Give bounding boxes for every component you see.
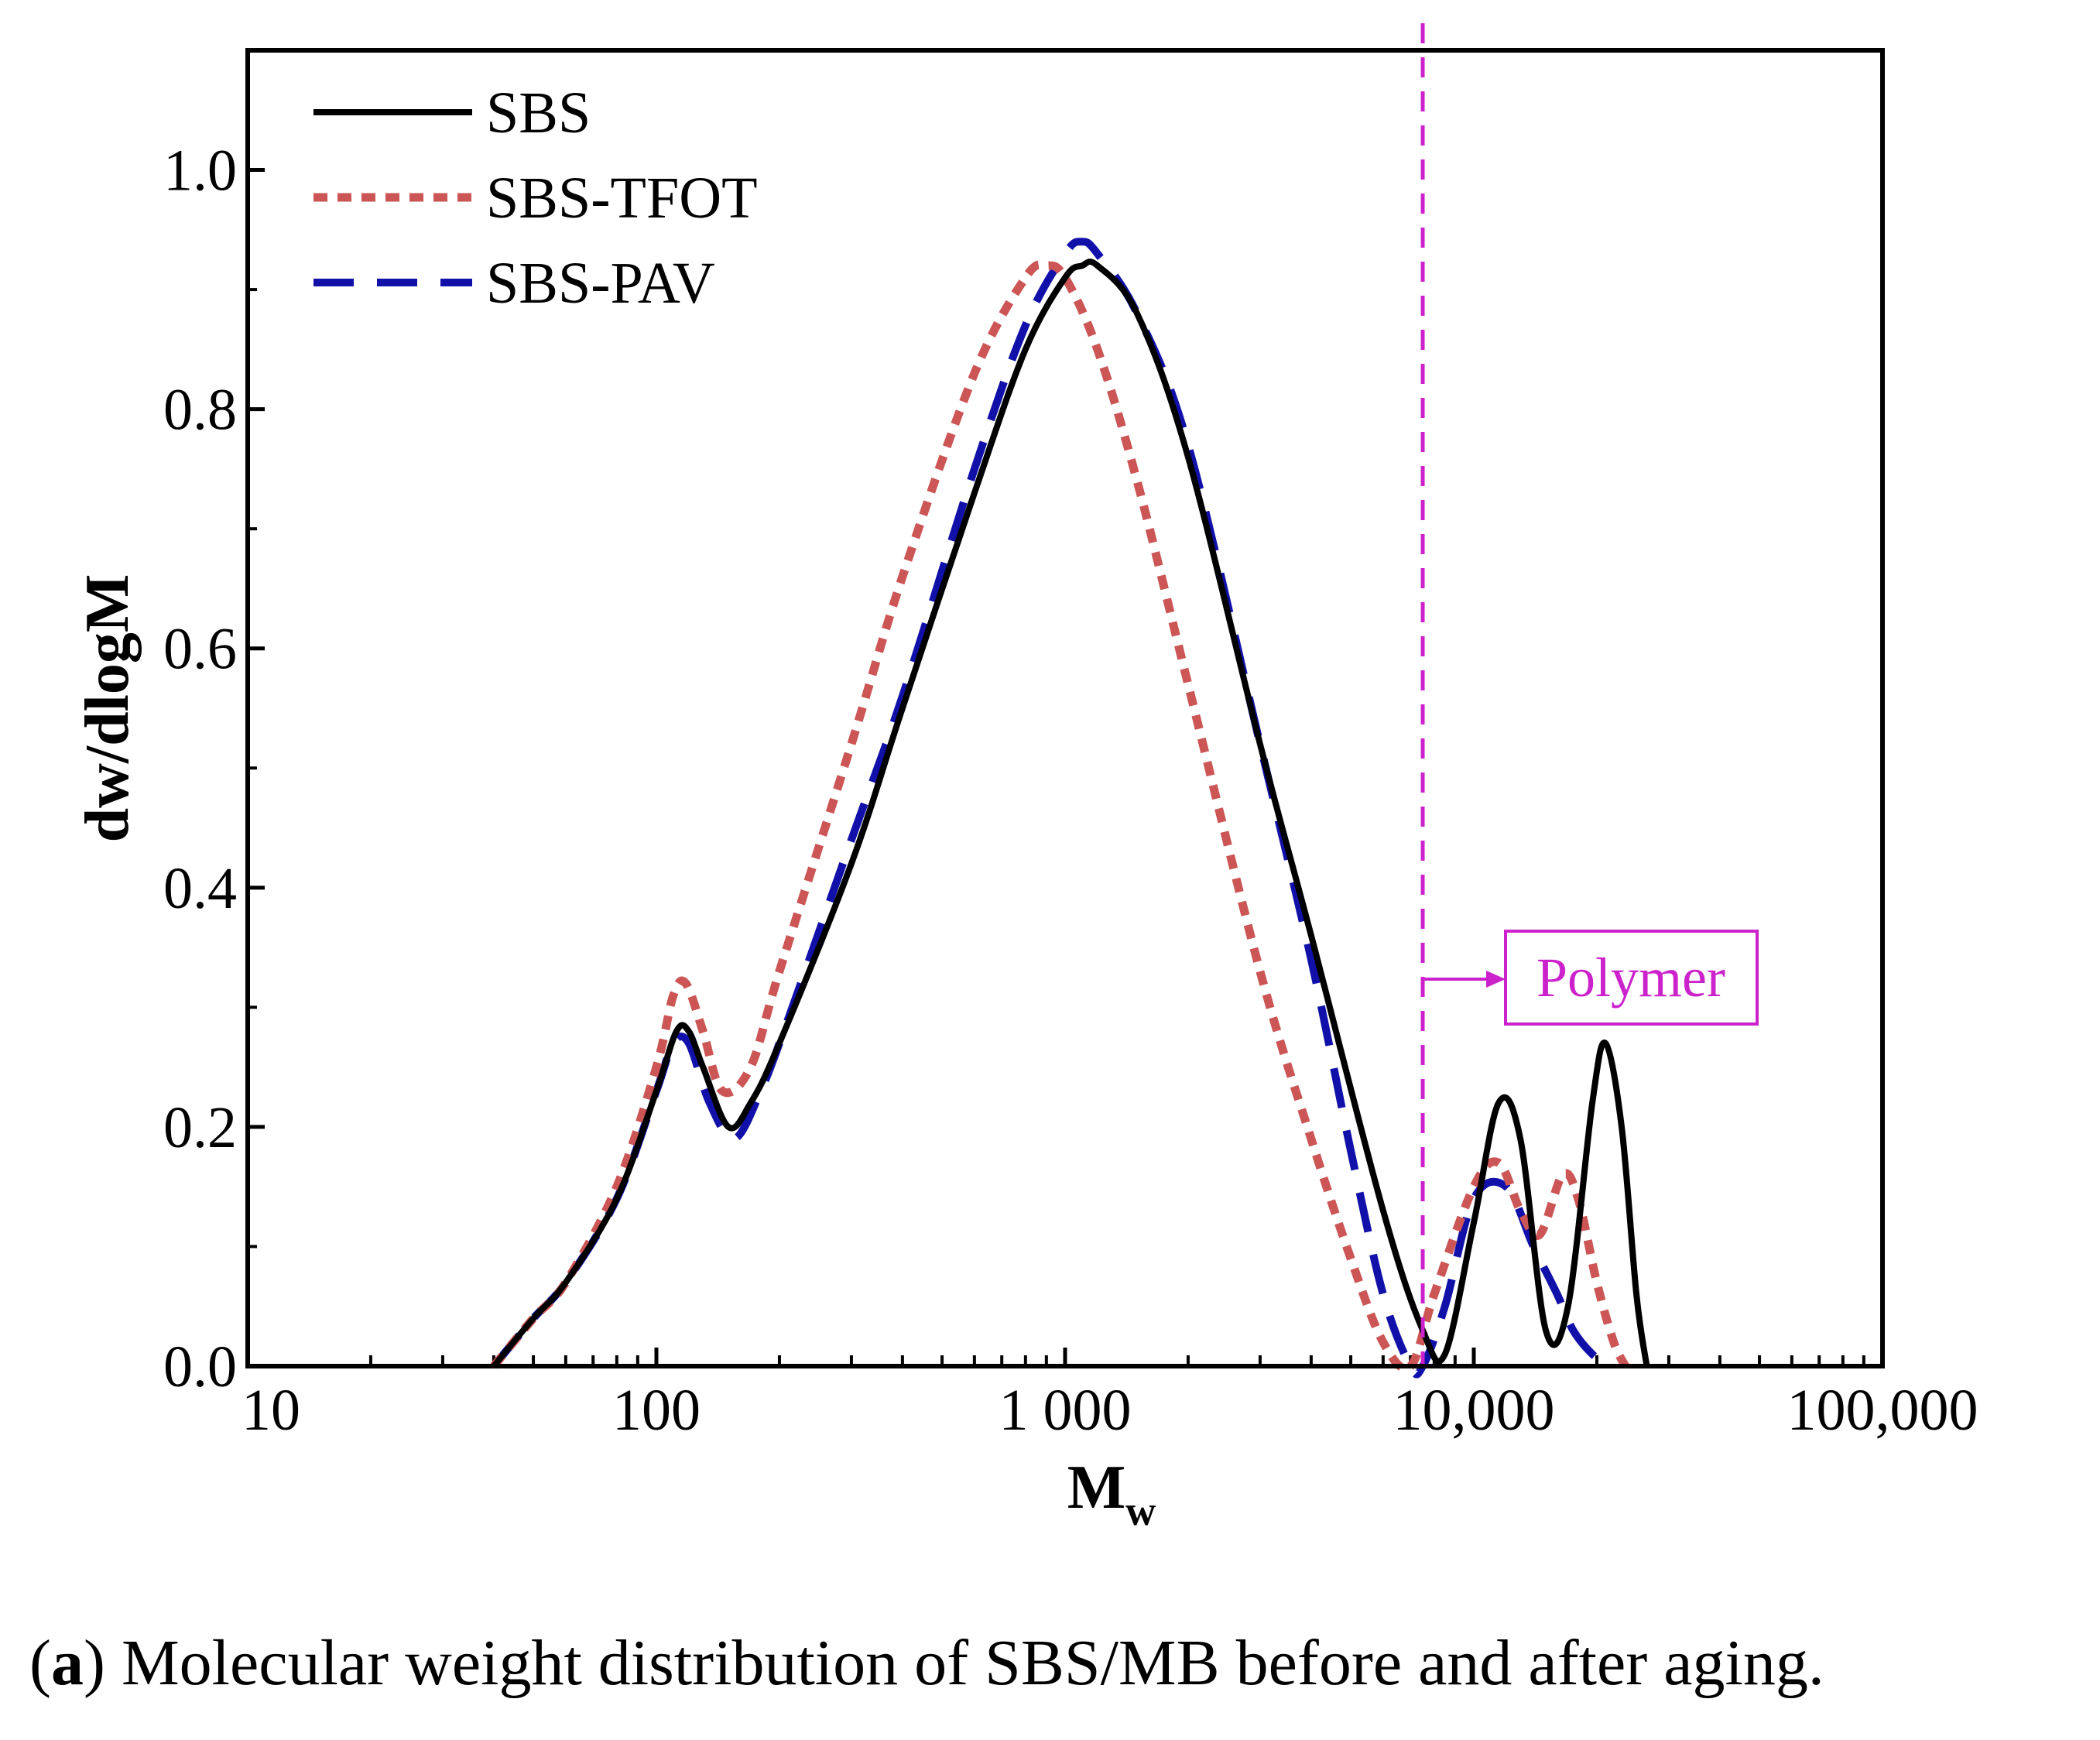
plot-frame — [245, 48, 1885, 1368]
y-tick-label: 0.4 — [163, 856, 237, 921]
caption-letter: a — [50, 1627, 84, 1699]
x-axis-ticks: 10 100 1 000 10,000 100,000 — [242, 1348, 1978, 1443]
x-axis-title: Mw — [1067, 1454, 1156, 1534]
x-tick-label: 100 — [612, 1378, 701, 1443]
legend-label-sbs-tfot: SBS-TFOT — [486, 166, 758, 231]
series-line-sbs — [491, 259, 1650, 1368]
series-line-sbs-pav — [491, 238, 1612, 1379]
series-line-sbs-tfot — [490, 260, 1629, 1373]
series-layer — [490, 238, 1650, 1379]
x-axis-title-subscript: w — [1125, 1488, 1156, 1534]
legend-label-sbs-pav: SBS-PAV — [486, 251, 715, 316]
x-axis-title-main: M — [1067, 1454, 1126, 1522]
y-tick-label: 0.8 — [163, 378, 237, 443]
x-tick-label: 10,000 — [1393, 1378, 1555, 1443]
x-tick-label: 100,000 — [1787, 1378, 1978, 1443]
y-tick-label: 1.0 — [163, 139, 237, 204]
polymer-arrow-head — [1486, 971, 1506, 988]
y-axis-title: dw/dlogM — [74, 574, 142, 843]
x-tick-label: 10 — [242, 1378, 300, 1443]
figure-caption: (a) Molecular weight distribution of SBS… — [29, 1627, 1824, 1699]
legend: SBS SBS-TFOT SBS-PAV — [313, 80, 758, 316]
y-axis-ticks: 0.0 0.2 0.4 0.6 0.8 1.0 — [163, 49, 265, 1399]
legend-label-sbs: SBS — [486, 80, 591, 146]
caption-text: Molecular weight distribution of SBS/MB … — [104, 1627, 1824, 1699]
y-tick-label: 0.2 — [163, 1095, 237, 1160]
polymer-label: Polymer — [1536, 947, 1725, 1009]
y-tick-label: 0.0 — [163, 1334, 237, 1399]
polymer-label-box — [1504, 930, 1759, 1026]
y-tick-label: 0.6 — [163, 617, 237, 682]
annotation-layer: Polymer — [1420, 23, 1759, 1366]
x-tick-label: 1 000 — [999, 1378, 1132, 1443]
